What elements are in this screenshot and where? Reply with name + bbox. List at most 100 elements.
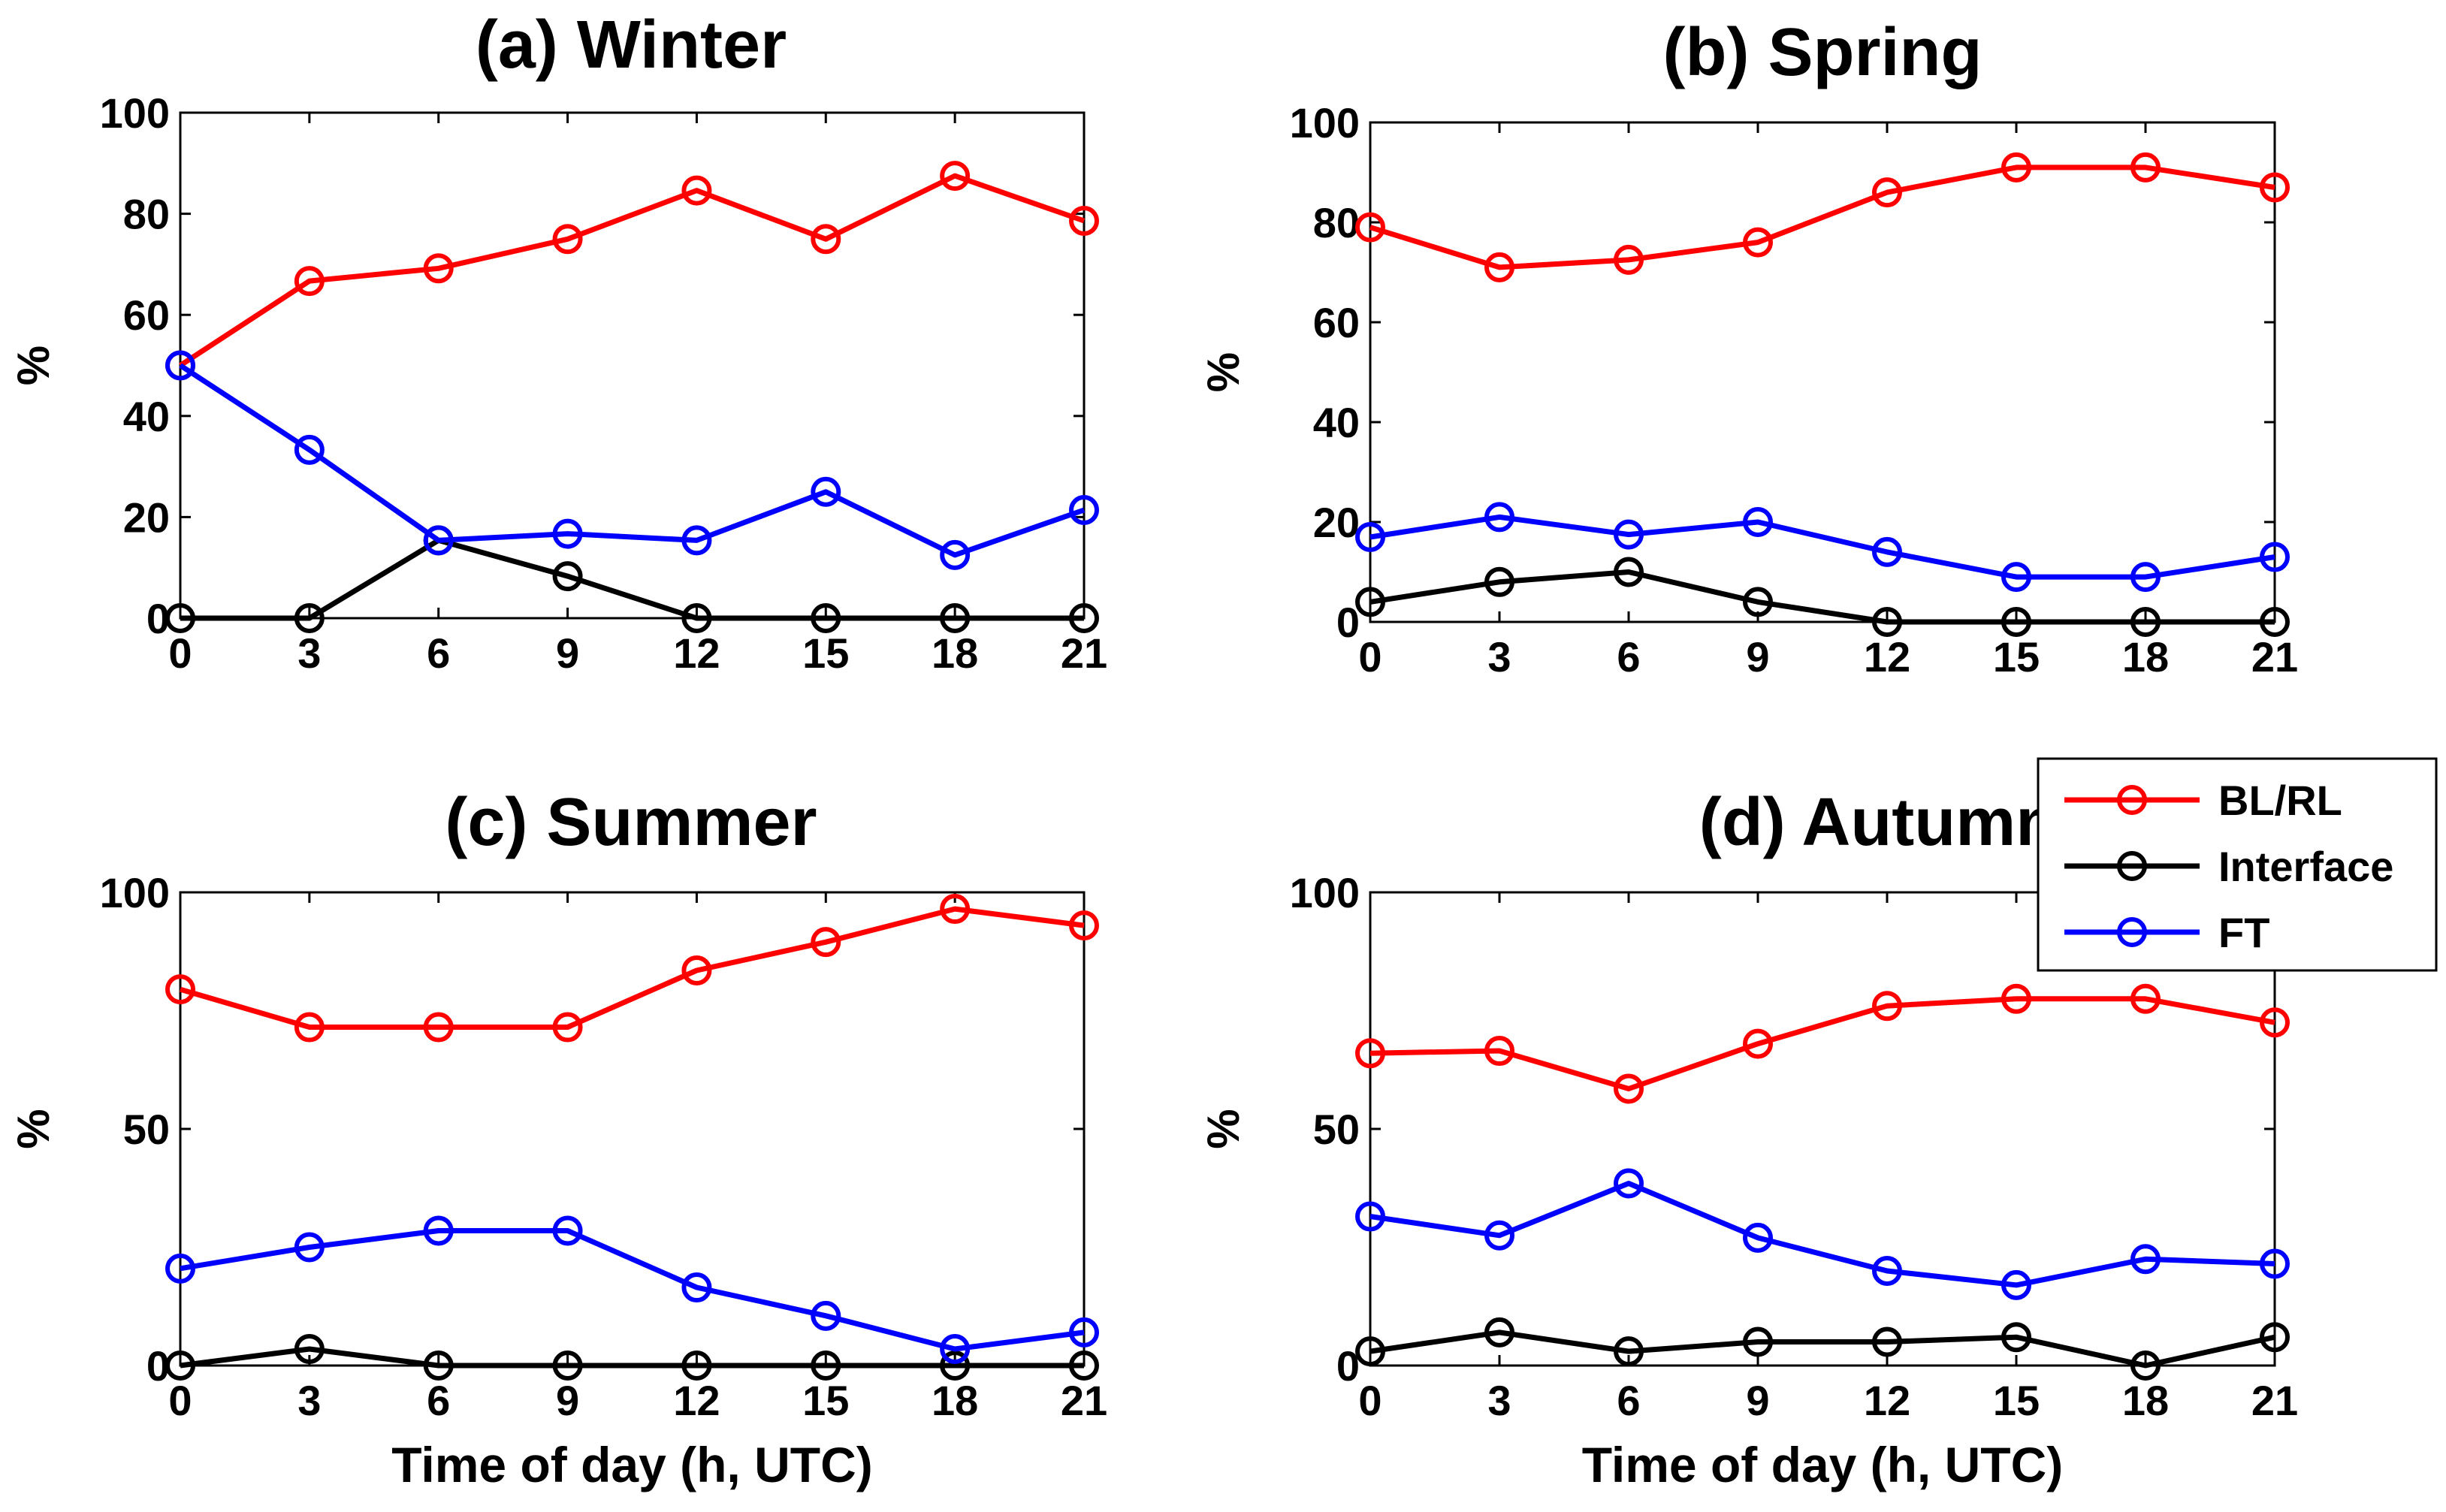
data-point — [2130, 1351, 2161, 1381]
series-bl-rl — [1355, 152, 2290, 282]
series-line — [1369, 996, 2275, 1091]
y-axis-label: % — [8, 1109, 59, 1148]
data-point — [1484, 252, 1514, 282]
x-tick-label: 21 — [2251, 1377, 2298, 1424]
data-point — [552, 518, 583, 549]
y-axis-label: % — [8, 346, 59, 385]
data-point — [1484, 1220, 1514, 1251]
data-point — [552, 1012, 583, 1043]
data-point — [1743, 1222, 1773, 1253]
series-line — [1369, 1329, 2275, 1369]
data-point — [423, 1351, 454, 1381]
panel-title: (b) Spring — [1663, 15, 1982, 90]
legend-entry-interface: Interface — [2064, 843, 2393, 890]
legend: BL/RL Interface FT — [2037, 757, 2438, 972]
x-tick-label: 18 — [932, 629, 978, 677]
data-point — [681, 1272, 712, 1303]
x-tick-label: 3 — [297, 1377, 321, 1424]
x-tick-label: 9 — [556, 1377, 579, 1424]
legend-label: FT — [2218, 909, 2269, 956]
data-point — [940, 1351, 971, 1381]
y-tick-label: 60 — [123, 291, 170, 339]
data-point — [423, 1215, 454, 1246]
data-point — [2130, 1244, 2161, 1275]
data-point — [1872, 1256, 1902, 1286]
y-tick-label: 100 — [100, 869, 170, 916]
data-point — [2001, 1322, 2031, 1353]
data-point — [423, 525, 454, 556]
y-tick-label: 0 — [1336, 599, 1360, 646]
legend-entry-bl-rl: BL/RL — [2064, 777, 2342, 824]
data-point — [940, 894, 971, 925]
data-point — [2260, 1322, 2290, 1353]
panel-title: (c) Summer — [445, 785, 817, 860]
data-point — [165, 1351, 195, 1381]
x-tick-label: 0 — [168, 629, 192, 677]
data-point — [1614, 1168, 1644, 1199]
series-line — [180, 1346, 1084, 1369]
series-line — [1369, 514, 2275, 580]
data-point — [811, 927, 841, 958]
legend-label: Interface — [2218, 843, 2393, 890]
x-tick-label: 15 — [802, 629, 849, 677]
x-tick-label: 12 — [1864, 633, 1910, 681]
x-axis-label: Time of day (h, UTC) — [391, 1437, 872, 1492]
data-point — [294, 266, 325, 297]
series-line — [1369, 164, 2275, 270]
data-point — [681, 175, 712, 206]
y-tick-label: 100 — [1290, 869, 1360, 916]
data-point — [2260, 1248, 2290, 1279]
data-point — [811, 603, 841, 633]
x-tick-label: 6 — [427, 1377, 450, 1424]
data-point — [2130, 152, 2161, 183]
data-point — [1069, 1351, 1099, 1381]
series-line — [179, 363, 1086, 558]
x-tick-label: 6 — [1617, 633, 1640, 681]
data-point — [1743, 227, 1773, 258]
data-point — [1069, 1317, 1099, 1348]
data-point — [294, 603, 325, 633]
series-interface — [165, 525, 1099, 633]
x-tick-label: 15 — [802, 1377, 849, 1424]
x-tick-label: 6 — [427, 629, 450, 677]
x-tick-label: 18 — [2122, 1377, 2169, 1424]
data-point — [681, 1351, 712, 1381]
data-point — [811, 476, 841, 507]
x-tick-label: 3 — [1487, 1377, 1511, 1424]
y-tick-label: 40 — [123, 393, 170, 440]
data-point — [940, 161, 971, 192]
data-point — [940, 539, 971, 570]
data-point — [1355, 1038, 1385, 1069]
data-point — [1743, 1326, 1773, 1357]
data-point — [1614, 1073, 1644, 1104]
data-point — [681, 603, 712, 633]
y-tick-label: 60 — [1313, 299, 1360, 346]
data-point — [552, 1215, 583, 1246]
data-point — [1355, 1201, 1385, 1232]
x-tick-label: 0 — [1358, 1377, 1382, 1424]
x-tick-label: 12 — [673, 1377, 720, 1424]
x-tick-label: 9 — [1746, 1377, 1769, 1424]
series-line — [1369, 1181, 2275, 1288]
data-point — [1743, 587, 1773, 617]
data-point — [1069, 494, 1099, 525]
series-interface — [165, 1333, 1099, 1381]
data-point — [165, 1253, 195, 1284]
data-point — [2260, 607, 2290, 637]
data-point — [2260, 1007, 2290, 1038]
data-point — [1069, 603, 1099, 633]
y-tick-label: 20 — [1313, 499, 1360, 546]
x-tick-label: 21 — [2251, 633, 2298, 681]
y-tick-label: 100 — [100, 89, 170, 137]
y-tick-label: 40 — [1313, 399, 1360, 446]
data-point — [1872, 991, 1902, 1022]
y-tick-label: 20 — [123, 493, 170, 541]
series-bl-rl — [1355, 983, 2290, 1104]
data-point — [2001, 607, 2031, 637]
series-line — [1369, 569, 2275, 625]
data-point — [552, 1351, 583, 1381]
x-tick-label: 18 — [932, 1377, 978, 1424]
data-point — [1743, 507, 1773, 537]
